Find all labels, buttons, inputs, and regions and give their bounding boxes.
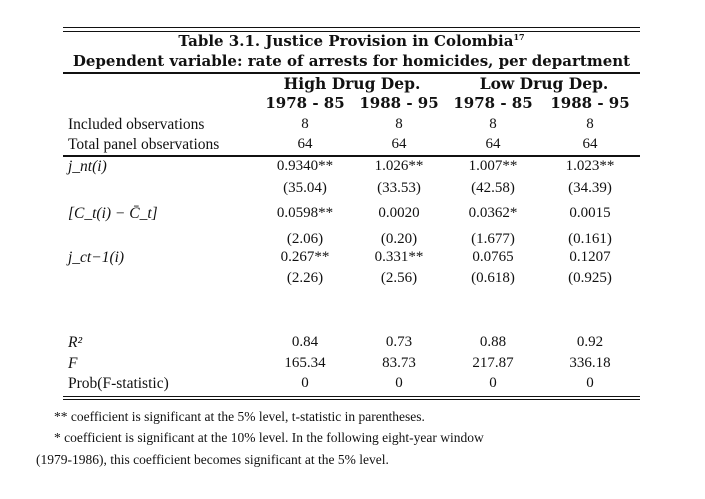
table-cell: 0.0598** [276,205,334,221]
row-label: R² [68,334,83,351]
table-cell: (35.04) [283,180,327,196]
table-cell: (1.677) [471,231,515,247]
table-cell: 217.87 [472,355,514,371]
table-cell: 1.007** [468,158,518,174]
row-label: Prob(F-statistic) [68,375,169,392]
group-high-drug: High Drug Dep. [283,74,421,93]
table-cell: 83.73 [382,355,416,371]
table-cell: (2.06) [286,231,324,247]
group-low-drug: Low Drug Dep. [479,74,609,93]
bottom-rule [63,396,640,397]
row-label: Total panel observations [68,136,220,153]
table-cell: 0 [395,375,403,391]
row-label: j_nt(i) [68,158,107,175]
row-label: F [68,355,78,372]
table-cell: (42.58) [471,180,515,196]
footnote-5pct: ** coefficient is significant at the 5% … [54,409,425,424]
table-title: Table 3.1. Justice Provision in Colombia… [63,32,640,50]
table-cell: 64 [485,136,501,152]
table-cell: (2.26) [286,270,324,286]
row-label: [C_t(i) − C̄_t] [68,205,158,222]
table-cell: 64 [297,136,313,152]
subtitle-rule [63,72,640,74]
row-label: Included observations [68,116,205,133]
table-cell: 0.88 [479,334,507,350]
period-header: 1988 - 95 [550,94,630,112]
table-title-text: Table 3.1. Justice Provision in Colombia [178,32,514,50]
table-cell: 64 [391,136,407,152]
footnote-10pct: * coefficient is significant at the 10% … [54,430,484,445]
table-cell: (33.53) [377,180,421,196]
table-cell: (0.161) [568,231,612,247]
table-cell: 0.84 [291,334,319,350]
row-label: j_ct−1(i) [68,249,125,266]
period-header: 1988 - 95 [359,94,439,112]
table-cell: 336.18 [569,355,611,371]
period-header: 1978 - 85 [265,94,345,112]
bottom-rule-inner [63,399,640,400]
table-cell: (0.618) [471,270,515,286]
table-cell: 0.331** [374,249,424,265]
table-cell: (0.20) [380,231,418,247]
table-cell: 0.73 [385,334,413,350]
table-cell: (34.39) [568,180,612,196]
footnote-ref: 17 [513,32,525,42]
footnote-10pct-cont: (1979-1986), this coefficient becomes si… [36,452,389,467]
table-cell: (2.56) [380,270,418,286]
table-cell: 165.34 [284,355,326,371]
table-cell: 0 [586,375,594,391]
table-cell: 8 [395,116,403,132]
table-cell: 0 [301,375,309,391]
table-cell: 0.0015 [569,205,611,221]
table-cell: 0.0765 [472,249,514,265]
table-cell: 0.267** [280,249,330,265]
table-cell: (0.925) [568,270,612,286]
table-cell: 0.92 [576,334,604,350]
table-cell: 8 [586,116,594,132]
table-cell: 0.9340** [276,158,334,174]
top-rule-inner [63,31,640,32]
table-cell: 1.023** [565,158,615,174]
table-cell: 1.026** [374,158,424,174]
table-subtitle: Dependent variable: rate of arrests for … [72,52,631,70]
top-rule [63,27,640,28]
table-cell: 0 [489,375,497,391]
period-header: 1978 - 85 [453,94,533,112]
table-cell: 8 [301,116,309,132]
header-rule [63,155,640,157]
table-cell: 0.1207 [569,249,611,265]
table-cell: 64 [582,136,598,152]
table-cell: 0.0020 [378,205,420,221]
table-cell: 8 [489,116,497,132]
table-cell: 0.0362* [468,205,518,221]
